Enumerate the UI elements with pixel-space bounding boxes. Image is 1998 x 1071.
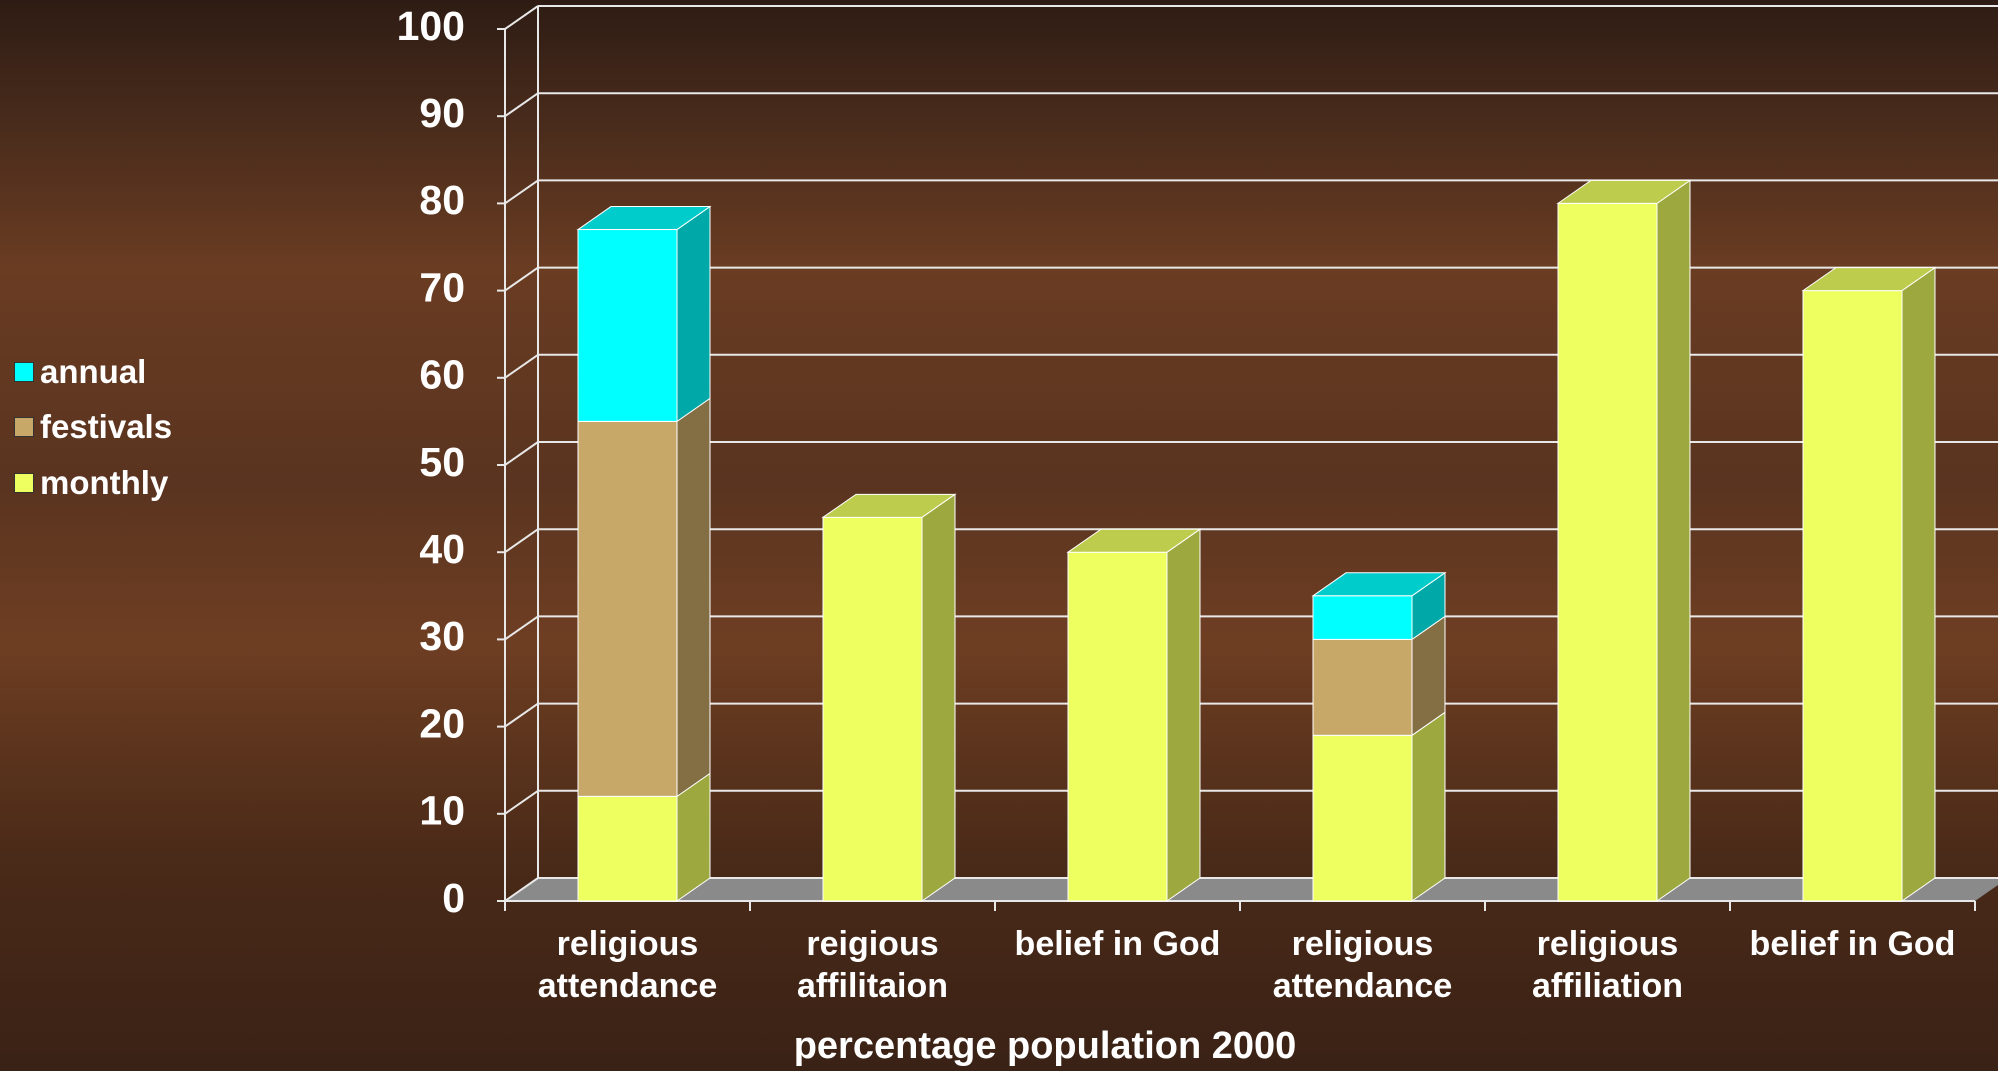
- bar-side: [1166, 528, 1201, 902]
- bar: [1557, 202, 1658, 902]
- grid-line-side: [504, 5, 539, 30]
- y-tick-label: 70: [419, 264, 465, 310]
- legend-entry: festivals: [14, 408, 172, 446]
- bar-top: [821, 493, 957, 518]
- y-tick-label: 90: [419, 90, 465, 136]
- bar-side: [676, 205, 711, 423]
- grid-line-side: [504, 877, 539, 902]
- bar-top: [1311, 572, 1447, 597]
- y-tick-label: 60: [419, 352, 465, 398]
- grid-line-side: [504, 92, 539, 118]
- bar-top: [1066, 528, 1202, 553]
- x-tick-label: reigious affilitaion: [796, 925, 949, 1005]
- bar: [577, 420, 678, 797]
- grid-line-side: [504, 702, 539, 728]
- grid-line-side: [504, 266, 539, 292]
- bar-side: [676, 397, 711, 798]
- y-tick-label: 10: [419, 788, 465, 834]
- bar-side: [1901, 266, 1936, 902]
- bar: [1312, 638, 1413, 736]
- y-tick-label: 20: [419, 700, 465, 746]
- bar-top: [576, 206, 712, 231]
- grid-line-side: [504, 789, 539, 815]
- y-tick-label: 40: [419, 526, 465, 572]
- y-tick-label: 100: [397, 3, 465, 49]
- legend-swatch: [14, 417, 34, 437]
- grid-line-side: [504, 441, 539, 466]
- legend-label: festivals: [40, 408, 173, 445]
- grid-line-side: [504, 615, 539, 641]
- x-tick-label: belief in God: [1014, 925, 1221, 963]
- legend-entry: annual: [14, 353, 146, 391]
- y-tick-label: 50: [419, 439, 465, 485]
- legend-swatch: [14, 362, 34, 382]
- x-tick-label: religious attendance: [537, 925, 718, 1005]
- x-tick-label: belief in God: [1749, 925, 1956, 963]
- y-tick-label: 0: [442, 875, 465, 921]
- legend-label: monthly: [40, 464, 169, 501]
- bar: [1312, 595, 1413, 640]
- bar-side: [921, 493, 956, 902]
- floor: [505, 878, 1998, 901]
- grid-line-side: [504, 353, 539, 379]
- legend-swatch: [14, 473, 34, 493]
- x-axis-label: percentage population 2000: [793, 1025, 1297, 1067]
- bar: [577, 229, 678, 422]
- bar: [1802, 290, 1903, 902]
- legend-label: annual: [40, 353, 147, 390]
- bar-side: [1656, 179, 1691, 902]
- bar: [1067, 551, 1168, 902]
- bar: [577, 795, 678, 902]
- grid-line-side: [504, 528, 539, 554]
- bar: [1312, 734, 1413, 902]
- bar-top: [1556, 179, 1692, 204]
- bar-top: [1801, 267, 1937, 292]
- x-tick-label: religious attendance: [1272, 925, 1453, 1005]
- y-tick-label: 30: [419, 613, 465, 659]
- y-tick-label: 80: [419, 177, 465, 223]
- legend-entry: monthly: [14, 464, 168, 502]
- x-tick-label: religious affiliation: [1531, 925, 1684, 1005]
- bar: [822, 516, 923, 902]
- grid-line-side: [504, 179, 539, 205]
- bar-side: [1411, 711, 1446, 902]
